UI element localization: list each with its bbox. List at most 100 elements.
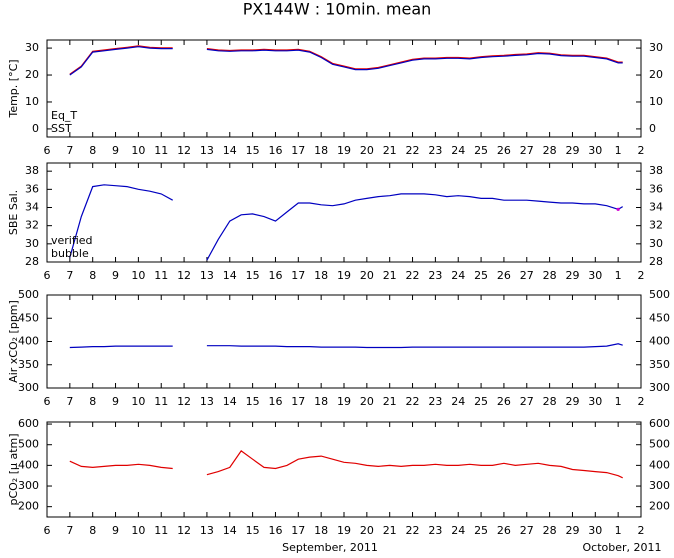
data-line <box>69 450 623 479</box>
y-tick-label: 600 <box>649 417 670 430</box>
y-tick-label: 30 <box>649 237 663 250</box>
y-tick-label: 0 <box>32 122 39 135</box>
y-tick-label: 450 <box>649 311 670 324</box>
y-tick-label: 28 <box>25 255 39 268</box>
x-tick-label: 13 <box>200 269 214 282</box>
x-tick-label: 9 <box>112 269 119 282</box>
x-tick-label: 14 <box>223 395 237 408</box>
x-tick-label: 11 <box>154 524 168 537</box>
x-tick-label: 2 <box>638 144 645 157</box>
x-tick-label: 13 <box>200 524 214 537</box>
x-tick-label: 28 <box>543 395 557 408</box>
x-tick-label: 8 <box>89 395 96 408</box>
x-tick-label: 20 <box>360 144 374 157</box>
x-tick-label: 18 <box>314 524 328 537</box>
x-tick-label: 14 <box>223 269 237 282</box>
y-tick-label: 300 <box>649 479 670 492</box>
x-tick-label: 30 <box>588 269 602 282</box>
x-tick-label: 27 <box>520 144 534 157</box>
x-tick-label: 30 <box>588 395 602 408</box>
y-tick-label: 600 <box>18 417 39 430</box>
x-tick-label: 12 <box>177 269 191 282</box>
x-tick-label: 18 <box>314 144 328 157</box>
x-tick-label: 2 <box>638 395 645 408</box>
x-tick-label: 24 <box>451 269 465 282</box>
x-tick-label: 23 <box>428 524 442 537</box>
y-tick-label: 20 <box>25 68 39 81</box>
x-tick-label: 16 <box>268 395 282 408</box>
x-tick-label: 7 <box>66 269 73 282</box>
x-axis-label: October, 2011 <box>582 541 661 554</box>
x-tick-label: 16 <box>268 269 282 282</box>
legend-label: Eq_T <box>51 109 77 122</box>
plot-frame <box>46 294 642 389</box>
y-tick-label: 32 <box>25 219 39 232</box>
y-tick-label: 300 <box>18 479 39 492</box>
x-tick-label: 25 <box>474 395 488 408</box>
y-tick-label: 400 <box>18 458 39 471</box>
chart-title: PX144W : 10min. mean <box>243 0 432 19</box>
x-tick-label: 2 <box>638 524 645 537</box>
x-axis-label: September, 2011 <box>282 541 378 554</box>
x-tick-label: 1 <box>615 524 622 537</box>
x-tick-label: 20 <box>360 269 374 282</box>
plot-frame <box>46 421 642 518</box>
y-tick-label: 500 <box>649 438 670 451</box>
x-tick-label: 30 <box>588 144 602 157</box>
x-tick-label: 8 <box>89 524 96 537</box>
y-tick-label: 350 <box>18 358 39 371</box>
x-tick-label: 19 <box>337 395 351 408</box>
x-tick-label: 11 <box>154 395 168 408</box>
x-tick-label: 8 <box>89 144 96 157</box>
x-tick-label: 15 <box>246 395 260 408</box>
y-axis-label: Temp. [°C] <box>7 59 20 118</box>
x-tick-label: 17 <box>291 269 305 282</box>
x-tick-label: 19 <box>337 524 351 537</box>
y-tick-label: 300 <box>649 381 670 394</box>
x-tick-label: 6 <box>44 269 51 282</box>
x-tick-label: 20 <box>360 524 374 537</box>
x-tick-label: 15 <box>246 144 260 157</box>
y-tick-label: 36 <box>649 182 663 195</box>
x-tick-label: 19 <box>337 269 351 282</box>
x-tick-label: 24 <box>451 524 465 537</box>
y-tick-label: 34 <box>25 201 39 214</box>
x-tick-label: 2 <box>638 269 645 282</box>
x-tick-label: 16 <box>268 524 282 537</box>
x-tick-label: 22 <box>406 269 420 282</box>
data-line <box>69 46 623 76</box>
x-tick-label: 11 <box>154 269 168 282</box>
x-tick-label: 15 <box>246 524 260 537</box>
data-line <box>69 45 623 75</box>
x-tick-label: 30 <box>588 524 602 537</box>
y-tick-label: 500 <box>18 288 39 301</box>
data-line <box>69 184 624 261</box>
x-tick-label: 11 <box>154 144 168 157</box>
x-tick-label: 17 <box>291 395 305 408</box>
x-tick-label: 6 <box>44 524 51 537</box>
y-tick-label: 30 <box>649 41 663 54</box>
y-tick-label: 10 <box>649 95 663 108</box>
data-line <box>69 343 623 349</box>
y-tick-label: 32 <box>649 219 663 232</box>
x-tick-label: 29 <box>565 395 579 408</box>
x-tick-label: 26 <box>497 269 511 282</box>
x-tick-label: 17 <box>291 144 305 157</box>
y-tick-label: 200 <box>649 500 670 513</box>
y-tick-label: 400 <box>18 335 39 348</box>
x-tick-label: 21 <box>383 524 397 537</box>
y-tick-label: 38 <box>649 164 663 177</box>
x-tick-label: 27 <box>520 269 534 282</box>
x-tick-label: 27 <box>520 395 534 408</box>
x-tick-label: 22 <box>406 524 420 537</box>
x-tick-label: 6 <box>44 144 51 157</box>
x-tick-label: 6 <box>44 395 51 408</box>
y-tick-label: 450 <box>18 311 39 324</box>
x-tick-label: 22 <box>406 395 420 408</box>
y-tick-label: 500 <box>649 288 670 301</box>
x-tick-label: 20 <box>360 395 374 408</box>
x-tick-label: 10 <box>131 144 145 157</box>
y-tick-label: 400 <box>649 335 670 348</box>
x-tick-label: 8 <box>89 269 96 282</box>
y-tick-label: 34 <box>649 201 663 214</box>
